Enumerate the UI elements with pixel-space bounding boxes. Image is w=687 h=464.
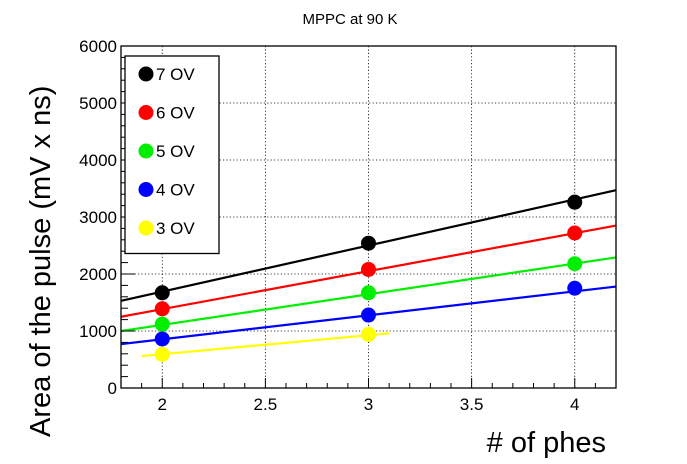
legend-marker-7-ov	[138, 66, 154, 82]
legend-marker-6-ov	[138, 105, 154, 120]
point-7-ov	[567, 194, 583, 210]
x-axis-label: # of phes	[487, 427, 606, 459]
legend-label-3-ov: 3 OV	[156, 219, 195, 238]
y-tick-label: 5000	[79, 94, 117, 113]
x-tick-label: 2	[158, 395, 167, 414]
y-tick-label: 1000	[79, 322, 117, 341]
legend-marker-3-ov	[138, 220, 154, 236]
legend-marker-5-ov	[138, 143, 154, 159]
x-tick-label: 3.5	[460, 395, 484, 414]
point-7-ov	[154, 285, 170, 301]
point-6-ov	[361, 261, 376, 277]
y-tick-label: 3000	[79, 208, 117, 227]
legend-label-7-ov: 7 OV	[156, 65, 195, 84]
x-tick-label: 3	[364, 395, 373, 414]
point-7-ov	[361, 235, 376, 251]
y-tick-label: 0	[108, 379, 117, 398]
legend-label-4-ov: 4 OV	[156, 181, 195, 200]
point-5-ov	[154, 316, 170, 332]
point-3-ov	[361, 326, 376, 342]
legend-marker-4-ov	[138, 182, 154, 197]
fit-line-3-ov	[141, 332, 390, 358]
point-3-ov	[154, 346, 170, 362]
point-4-ov	[361, 307, 376, 323]
x-tick-label: 4	[570, 395, 579, 414]
x-tick-label: 2.5	[254, 395, 278, 414]
point-6-ov	[154, 301, 170, 317]
point-4-ov	[567, 280, 583, 296]
axis-ticks: 2 2.5 3 3.5 4 0 1000 2000 3000 4000 5000 6000	[79, 37, 617, 414]
data-points	[154, 194, 583, 362]
point-6-ov	[567, 225, 583, 241]
point-5-ov	[361, 285, 376, 301]
legend-label-6-ov: 6 OV	[156, 104, 195, 123]
y-tick-label: 2000	[79, 265, 117, 284]
y-tick-label: 4000	[79, 151, 117, 170]
legend-label-5-ov: 5 OV	[156, 142, 195, 161]
y-axis-label: Area of the pulse (mV x ns)	[25, 86, 57, 437]
chart-title: MPPC at 90 K	[302, 11, 397, 28]
point-4-ov	[154, 331, 170, 347]
legend: 7 OV 6 OV 5 OV 4 OV 3 OV	[124, 55, 220, 255]
y-tick-label: 6000	[79, 37, 117, 56]
point-5-ov	[567, 256, 583, 272]
